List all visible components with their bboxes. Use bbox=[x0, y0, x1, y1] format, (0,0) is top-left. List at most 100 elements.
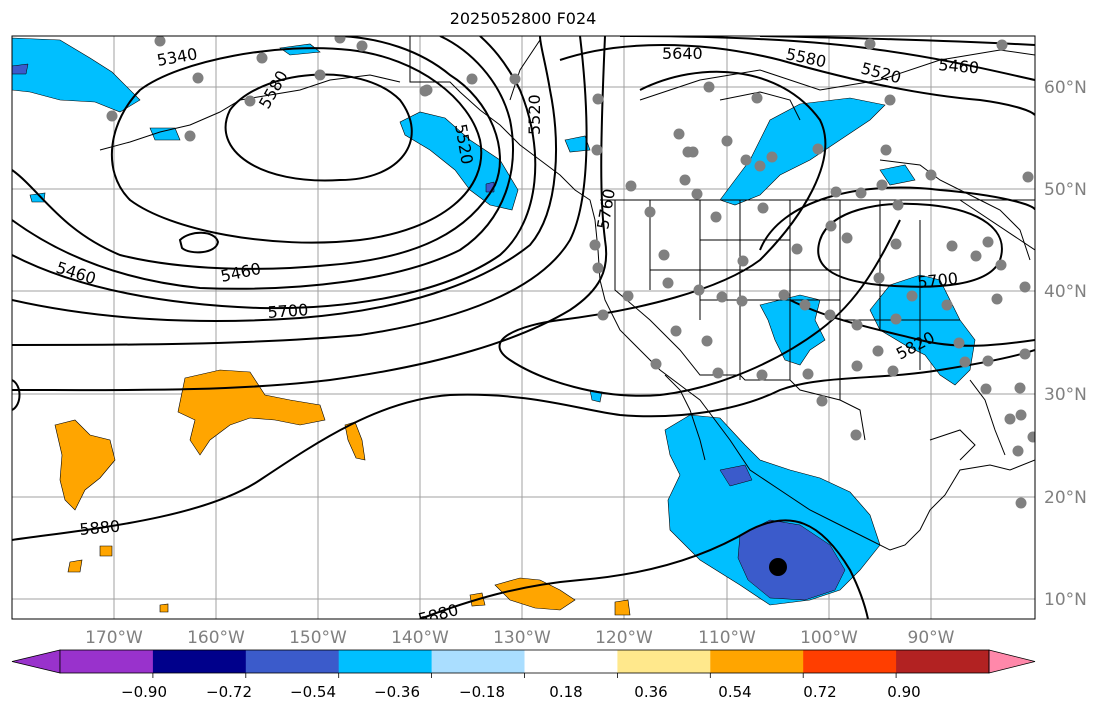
position-marker bbox=[769, 558, 787, 576]
station-dot bbox=[991, 293, 1003, 305]
station-dot bbox=[751, 92, 763, 104]
station-dot bbox=[658, 249, 670, 261]
station-dot bbox=[812, 143, 824, 155]
lon-label: 130°W bbox=[493, 628, 551, 648]
station-dot bbox=[892, 199, 904, 211]
station-dot bbox=[830, 186, 842, 198]
station-dot bbox=[1019, 348, 1031, 360]
station-dot bbox=[890, 313, 902, 325]
station-dot bbox=[670, 325, 682, 337]
colorbar-tick-label: 0.72 bbox=[803, 683, 836, 701]
coastlines-and-borders bbox=[99, 36, 1035, 551]
lon-label: 110°W bbox=[698, 628, 756, 648]
station-dot bbox=[356, 40, 368, 52]
station-dot bbox=[980, 383, 992, 395]
station-dot bbox=[841, 232, 853, 244]
colorbar-tick-labels: −0.90 −0.72 −0.54 −0.36 −0.18 0.18 0.36 … bbox=[121, 683, 921, 701]
station-dot bbox=[589, 239, 601, 251]
colorbar-tick-label: 0.90 bbox=[887, 683, 920, 701]
station-markers bbox=[106, 36, 1035, 509]
lon-label: 170°W bbox=[85, 628, 143, 648]
station-dot bbox=[650, 358, 662, 370]
station-dot bbox=[791, 243, 803, 255]
station-dot bbox=[876, 179, 888, 191]
station-dot bbox=[622, 290, 634, 302]
station-dot bbox=[192, 72, 204, 84]
lon-label: 140°W bbox=[391, 628, 449, 648]
lon-label: 100°W bbox=[800, 628, 858, 648]
station-dot bbox=[946, 240, 958, 252]
positive-anomaly-shading bbox=[54, 369, 631, 616]
station-dot bbox=[716, 291, 728, 303]
station-dot bbox=[766, 151, 778, 163]
colorbar-segment bbox=[617, 650, 711, 673]
lon-label: 90°W bbox=[908, 628, 955, 648]
station-dot bbox=[873, 272, 885, 284]
station-dot bbox=[925, 169, 937, 181]
station-dot bbox=[757, 202, 769, 214]
colorbar-segment bbox=[524, 650, 618, 673]
station-dot bbox=[712, 367, 724, 379]
station-dot bbox=[1015, 409, 1027, 421]
station-dot bbox=[687, 146, 699, 158]
station-dot bbox=[662, 277, 674, 289]
station-dot bbox=[851, 360, 863, 372]
colorbar-tick-label: −0.90 bbox=[121, 683, 167, 701]
station-dot bbox=[592, 262, 604, 274]
station-dot bbox=[466, 73, 478, 85]
station-dot bbox=[691, 188, 703, 200]
lat-label: 50°N bbox=[1044, 180, 1087, 200]
colorbar-min-extension bbox=[11, 649, 61, 674]
station-dot bbox=[1004, 413, 1016, 425]
station-dot bbox=[701, 335, 713, 347]
station-dot bbox=[597, 309, 609, 321]
station-dot bbox=[941, 299, 953, 311]
station-dot bbox=[855, 187, 867, 199]
station-dot bbox=[1022, 171, 1034, 183]
station-dot bbox=[995, 259, 1007, 271]
colorbar-segment bbox=[803, 650, 897, 673]
station-dot bbox=[106, 110, 118, 122]
contour-label: 5700 bbox=[267, 300, 309, 322]
station-dot bbox=[906, 290, 918, 302]
station-dot bbox=[1012, 445, 1024, 457]
station-dot bbox=[184, 130, 196, 142]
colorbar-tick-label: 0.54 bbox=[718, 683, 751, 701]
lat-label: 60°N bbox=[1044, 78, 1087, 98]
station-dot bbox=[737, 255, 749, 267]
station-dot bbox=[256, 52, 268, 64]
station-dot bbox=[996, 39, 1008, 51]
station-dot bbox=[970, 250, 982, 262]
station-dot bbox=[509, 73, 521, 85]
station-dot bbox=[154, 36, 166, 47]
station-dot bbox=[953, 337, 965, 349]
station-dot bbox=[334, 36, 346, 44]
station-dot bbox=[754, 160, 766, 172]
colorbar-segment bbox=[431, 650, 525, 673]
lat-label: 20°N bbox=[1044, 488, 1087, 508]
station-dot bbox=[679, 174, 691, 186]
station-dot bbox=[591, 144, 603, 156]
station-dot bbox=[1015, 497, 1027, 509]
latitude-labels: 60°N 50°N 40°N 30°N 20°N 10°N bbox=[1044, 78, 1087, 610]
map-title: 2025052800 F024 bbox=[449, 9, 597, 28]
colorbar-tick-label: −0.36 bbox=[374, 683, 420, 701]
station-dot bbox=[1014, 382, 1026, 394]
station-dot bbox=[851, 319, 863, 331]
colorbar-tick-label: 0.18 bbox=[549, 683, 582, 701]
station-dot bbox=[314, 69, 326, 81]
station-dot bbox=[703, 81, 715, 93]
colorbar-tick-label: 0.36 bbox=[634, 683, 667, 701]
station-dot bbox=[625, 180, 637, 192]
lat-label: 10°N bbox=[1044, 590, 1087, 610]
station-dot bbox=[673, 128, 685, 140]
station-dot bbox=[736, 295, 748, 307]
station-dot bbox=[740, 154, 752, 166]
station-dot bbox=[825, 220, 837, 232]
station-dot bbox=[872, 345, 884, 357]
colorbar-segment bbox=[152, 650, 247, 673]
colorbar-max-extension bbox=[988, 649, 1036, 674]
contour-label: 5640 bbox=[662, 44, 703, 63]
station-dot bbox=[721, 135, 733, 147]
station-dot bbox=[982, 236, 994, 248]
